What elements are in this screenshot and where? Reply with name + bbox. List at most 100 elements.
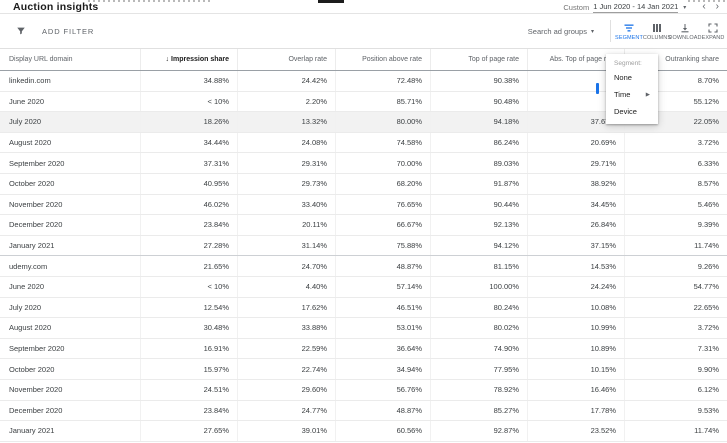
columns-button[interactable]: COLUMNS [643, 20, 671, 43]
table-row-august-2020[interactable]: August 2020 34.44% 24.08% 74.58% 86.24% 20.69… [0, 132, 727, 154]
cell-value: 5.46% [624, 194, 727, 215]
cell-value: 92.87% [430, 421, 527, 441]
cell-value: < 10% [140, 276, 237, 297]
menu-item-none-label: None [614, 73, 632, 82]
table-row-july-2020[interactable]: July 2020 18.26% 13.32% 80.00% 94.18% 37.67% 2… [0, 112, 727, 133]
cell-value: 22.74% [237, 359, 335, 379]
cell-value: 27.28% [140, 235, 237, 256]
cell-value: 80.02% [430, 318, 527, 338]
cell-value: 85.71% [335, 91, 430, 112]
table-row-july-2020[interactable]: July 2020 12.54% 17.62% 46.51% 80.24% 10.08% 2… [0, 297, 727, 319]
table-row-november-2020[interactable]: November 2020 46.02% 33.40% 76.65% 90.44% 34.… [0, 194, 727, 216]
column-header-display-url-domain[interactable]: Display URL domain [0, 49, 140, 70]
column-header-top-of-page-rate[interactable]: Top of page rate [430, 49, 527, 70]
cell-value: 85.27% [430, 400, 527, 421]
cell-value: 9.39% [624, 215, 727, 235]
expand-icon [707, 22, 719, 34]
table-toolbar: ADD FILTER Search ad groups ▾ SEGMENT CO… [0, 14, 727, 49]
table-row-december-2020[interactable]: December 2020 23.84% 24.77% 48.87% 85.27% 17.… [0, 400, 727, 422]
row-label-period: November 2020 [9, 385, 63, 395]
row-label-period: December 2020 [9, 220, 63, 230]
cell-value: 27.65% [140, 421, 237, 441]
cell-value: 24.24% [527, 276, 624, 297]
cell-value: 24.77% [237, 400, 335, 421]
expand-label: EXPAND [701, 34, 725, 41]
table-row-september-2020[interactable]: September 2020 16.91% 22.59% 36.64% 74.90% 10… [0, 338, 727, 360]
cell-value: 17.78% [527, 400, 624, 421]
cell-value: 16.91% [140, 338, 237, 359]
segment-menu-header: Segment: [614, 60, 642, 67]
cell-value: 23.84% [140, 215, 237, 235]
cell-value: 33.88% [237, 318, 335, 338]
segment-button[interactable]: SEGMENT [615, 20, 643, 43]
search-ad-groups[interactable]: Search ad groups ▾ [528, 27, 594, 36]
cell-value: 2.20% [237, 91, 335, 112]
date-range-value[interactable]: 1 Jun 2020 - 14 Jan 2021 [593, 1, 679, 13]
cell-value: 29.60% [237, 379, 335, 400]
cell-value: 90.44% [430, 194, 527, 215]
table-row-august-2020[interactable]: August 2020 30.48% 33.88% 53.01% 80.02% 10.99… [0, 318, 727, 339]
cell-value: 17.62% [237, 297, 335, 318]
cell-value: 80.00% [335, 112, 430, 132]
table-row-june-2020[interactable]: June 2020 < 10% 2.20% 85.71% 90.48% 55.12% [0, 91, 727, 113]
table-row-december-2020[interactable]: December 2020 23.84% 20.11% 66.67% 92.13% 26.… [0, 215, 727, 236]
chevron-down-icon: ▾ [590, 28, 594, 35]
table-row-october-2020[interactable]: October 2020 40.95% 29.73% 68.20% 91.87% 38.9… [0, 173, 727, 195]
download-button[interactable]: DOWNLOAD [668, 20, 702, 43]
cell-value: 53.01% [335, 318, 430, 338]
cell-value: 10.15% [527, 359, 624, 379]
chevron-down-icon[interactable]: ▾ [683, 4, 687, 11]
column-header-impression-share[interactable]: ↓ Impression share [140, 49, 237, 70]
cell-value: 21.65% [140, 256, 237, 276]
toolbar-divider [610, 20, 611, 42]
table-row-november-2020[interactable]: November 2020 24.51% 29.60% 56.76% 78.92% 16.… [0, 379, 727, 401]
expand-button[interactable]: EXPAND [699, 20, 727, 43]
table-row-udemy-com[interactable]: udemy.com 21.65% 24.70% 48.87% 81.15% 14.53% 9… [0, 256, 727, 277]
next-period-icon[interactable]: › [715, 1, 719, 12]
cell-value: 86.24% [430, 132, 527, 153]
cell-value: 94.18% [430, 112, 527, 132]
table-row-january-2021[interactable]: January 2021 27.28% 31.14% 75.88% 94.12% 37.1… [0, 235, 727, 257]
cell-value: 39.01% [237, 421, 335, 441]
cell-value: 90.38% [430, 71, 527, 91]
cell-value: 57.14% [335, 276, 430, 297]
cell-value: 80.24% [430, 297, 527, 318]
cell-value: 54.77% [624, 276, 727, 297]
table-row-january-2021[interactable]: January 2021 27.65% 39.01% 60.56% 92.87% 23.5… [0, 421, 727, 442]
column-header-position-above-rate[interactable]: Position above rate [335, 49, 430, 70]
prev-period-icon[interactable]: ‹ [702, 1, 706, 12]
table-row-october-2020[interactable]: October 2020 15.97% 22.74% 34.94% 77.95% 10.1… [0, 359, 727, 380]
row-label-period: September 2020 [9, 158, 65, 168]
table-row-september-2020[interactable]: September 2020 37.31% 29.31% 70.00% 89.03% 29… [0, 153, 727, 174]
columns-label: COLUMNS [642, 34, 672, 41]
download-label: DOWNLOAD [668, 34, 702, 41]
menu-item-device[interactable]: Device [606, 103, 658, 120]
column-header-abs-top-of-page-rate[interactable]: Abs. Top of page rate [527, 49, 624, 70]
cell-value: 13.32% [237, 112, 335, 132]
cell-value: 34.94% [335, 359, 430, 379]
table-row-june-2020[interactable]: June 2020 < 10% 4.40% 57.14% 100.00% 24.24% 54… [0, 276, 727, 298]
menu-item-none[interactable]: None [606, 69, 658, 86]
cell-value: 92.13% [430, 215, 527, 235]
cell-value: 20.69% [527, 132, 624, 153]
cell-value: 10.99% [527, 318, 624, 338]
date-range-picker[interactable]: Custom 1 Jun 2020 - 14 Jan 2021 ▾ ‹ › [563, 2, 719, 13]
column-header-label: Abs. Top of page rate [549, 56, 616, 63]
page-title: Auction insights [13, 1, 99, 13]
menu-item-time[interactable]: Time ▶ [606, 86, 658, 103]
column-header-label: Display URL domain [9, 56, 73, 63]
add-filter-button[interactable]: ADD FILTER [16, 26, 94, 36]
submenu-arrow-icon: ▶ [645, 91, 650, 98]
column-header-overlap-rate[interactable]: Overlap rate [237, 49, 335, 70]
title-bar: Auction insights Custom 1 Jun 2020 - 14 … [0, 0, 727, 14]
cell-value: 11.74% [624, 235, 727, 256]
cell-value: 34.45% [527, 194, 624, 215]
auction-insights-table: Display URL domain ↓ Impression share Overl… [0, 49, 727, 442]
cell-value: 3.72% [624, 318, 727, 338]
row-label-period: October 2020 [9, 179, 55, 189]
cell-value: 60.56% [335, 421, 430, 441]
cell-value: 9.53% [624, 400, 727, 421]
cell-value: 23.52% [527, 421, 624, 441]
cell-value: 77.95% [430, 359, 527, 379]
cell-value: 46.02% [140, 194, 237, 215]
